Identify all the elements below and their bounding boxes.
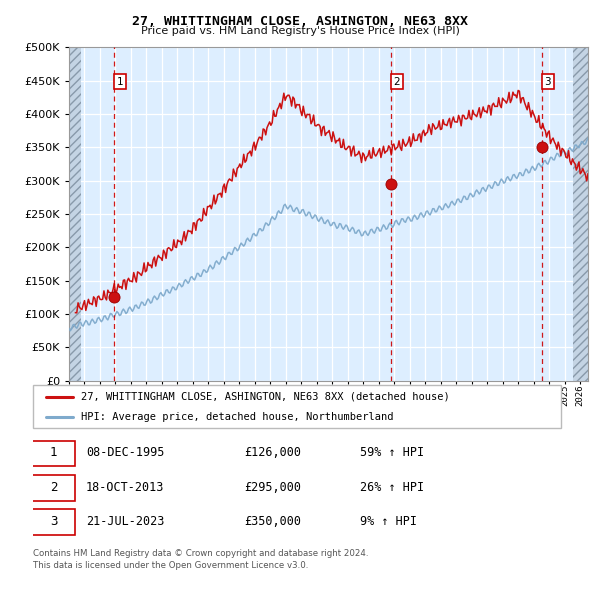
Text: 3: 3	[545, 77, 551, 87]
Text: 26% ↑ HPI: 26% ↑ HPI	[361, 481, 424, 494]
Bar	[69, 47, 80, 381]
Text: £350,000: £350,000	[244, 515, 301, 528]
Text: This data is licensed under the Open Government Licence v3.0.: This data is licensed under the Open Gov…	[33, 560, 308, 569]
FancyBboxPatch shape	[33, 385, 561, 428]
Text: 2: 2	[50, 481, 58, 494]
Text: £126,000: £126,000	[244, 446, 301, 459]
Text: 9% ↑ HPI: 9% ↑ HPI	[361, 515, 418, 528]
Text: 2: 2	[394, 77, 400, 87]
FancyBboxPatch shape	[32, 476, 75, 501]
Bar	[572, 47, 588, 381]
Text: 1: 1	[117, 77, 124, 87]
Text: 21-JUL-2023: 21-JUL-2023	[86, 515, 164, 528]
Text: HPI: Average price, detached house, Northumberland: HPI: Average price, detached house, Nort…	[80, 412, 393, 422]
FancyBboxPatch shape	[32, 441, 75, 466]
Text: 3: 3	[50, 515, 58, 528]
FancyBboxPatch shape	[32, 509, 75, 535]
Text: 08-DEC-1995: 08-DEC-1995	[86, 446, 164, 459]
Text: Contains HM Land Registry data © Crown copyright and database right 2024.: Contains HM Land Registry data © Crown c…	[33, 549, 368, 558]
Text: 27, WHITTINGHAM CLOSE, ASHINGTON, NE63 8XX: 27, WHITTINGHAM CLOSE, ASHINGTON, NE63 8…	[132, 15, 468, 28]
Text: 59% ↑ HPI: 59% ↑ HPI	[361, 446, 424, 459]
Text: 1: 1	[50, 446, 58, 459]
Text: Price paid vs. HM Land Registry's House Price Index (HPI): Price paid vs. HM Land Registry's House …	[140, 26, 460, 36]
Text: 27, WHITTINGHAM CLOSE, ASHINGTON, NE63 8XX (detached house): 27, WHITTINGHAM CLOSE, ASHINGTON, NE63 8…	[80, 392, 449, 402]
Text: £295,000: £295,000	[244, 481, 301, 494]
Text: 18-OCT-2013: 18-OCT-2013	[86, 481, 164, 494]
